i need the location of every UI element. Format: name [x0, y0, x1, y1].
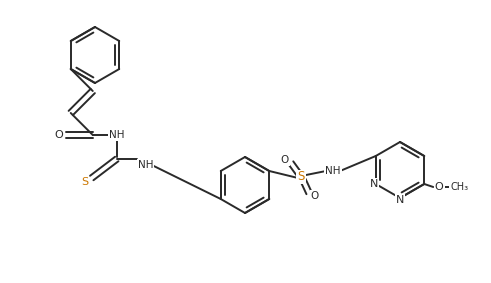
- Text: N: N: [396, 195, 404, 205]
- Text: O: O: [55, 130, 63, 140]
- Text: S: S: [298, 170, 305, 183]
- Text: S: S: [81, 177, 88, 187]
- Text: NH: NH: [325, 166, 341, 176]
- Text: NH: NH: [109, 130, 125, 140]
- Text: O: O: [281, 155, 289, 165]
- Text: NH: NH: [138, 160, 154, 170]
- Text: O: O: [435, 182, 444, 192]
- Text: CH₃: CH₃: [450, 182, 468, 192]
- Text: O: O: [311, 191, 319, 201]
- Text: N: N: [370, 179, 378, 189]
